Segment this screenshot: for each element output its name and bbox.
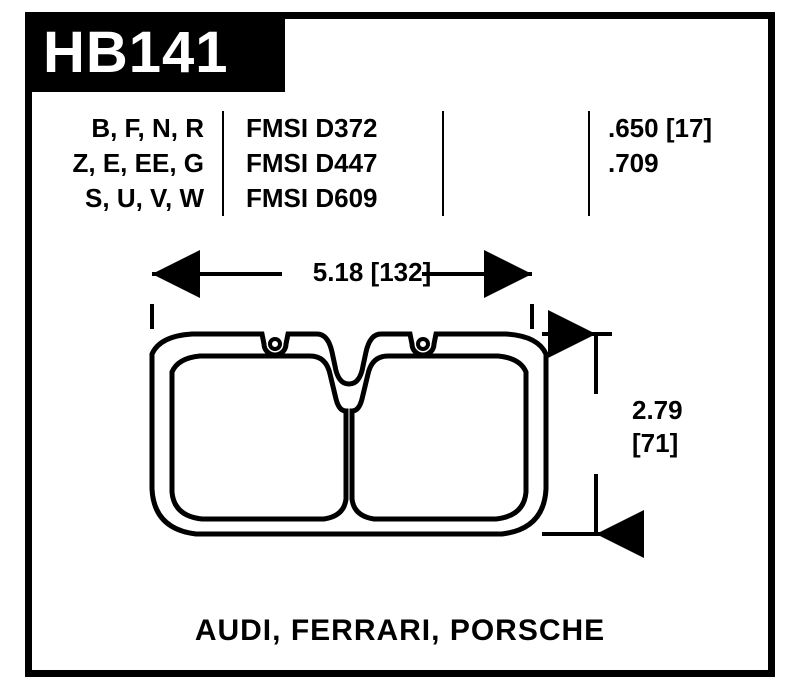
codes-line: S, U, V, W [50,181,204,216]
pad-backplate [152,334,546,534]
codes-line: B, F, N, R [50,111,204,146]
specs-spacer [442,111,588,216]
fmsi-line: FMSI D447 [246,146,424,181]
codes-line: Z, E, EE, G [50,146,204,181]
fmsi-line: FMSI D609 [246,181,424,216]
height-dimension: 2.79 [71] [632,394,683,459]
spec-frame: HB141 B, F, N, R Z, E, EE, G S, U, V, W … [25,12,775,677]
thickness-line: .709 [608,146,750,181]
pad-diagram: 5.18 [132] 2.79 [71] [32,244,768,574]
pad-friction-right [352,356,526,519]
height-in: 2.79 [632,394,683,427]
part-number: HB141 [43,19,229,86]
vehicle-brands: AUDI, FERRARI, PORSCHE [32,614,768,648]
fmsi-codes: FMSI D372 FMSI D447 FMSI D609 [222,111,442,216]
height-mm: [71] [632,427,683,460]
pad-friction-left [172,356,346,519]
compound-codes: B, F, N, R Z, E, EE, G S, U, V, W [32,111,222,216]
specs-row: B, F, N, R Z, E, EE, G S, U, V, W FMSI D… [32,111,768,216]
fmsi-line: FMSI D372 [246,111,424,146]
width-dimension: 5.18 [132] [217,257,527,288]
part-number-bar: HB141 [25,12,285,92]
thickness-values: .650 [17] .709 [588,111,768,216]
thickness-line: .650 [17] [608,111,750,146]
